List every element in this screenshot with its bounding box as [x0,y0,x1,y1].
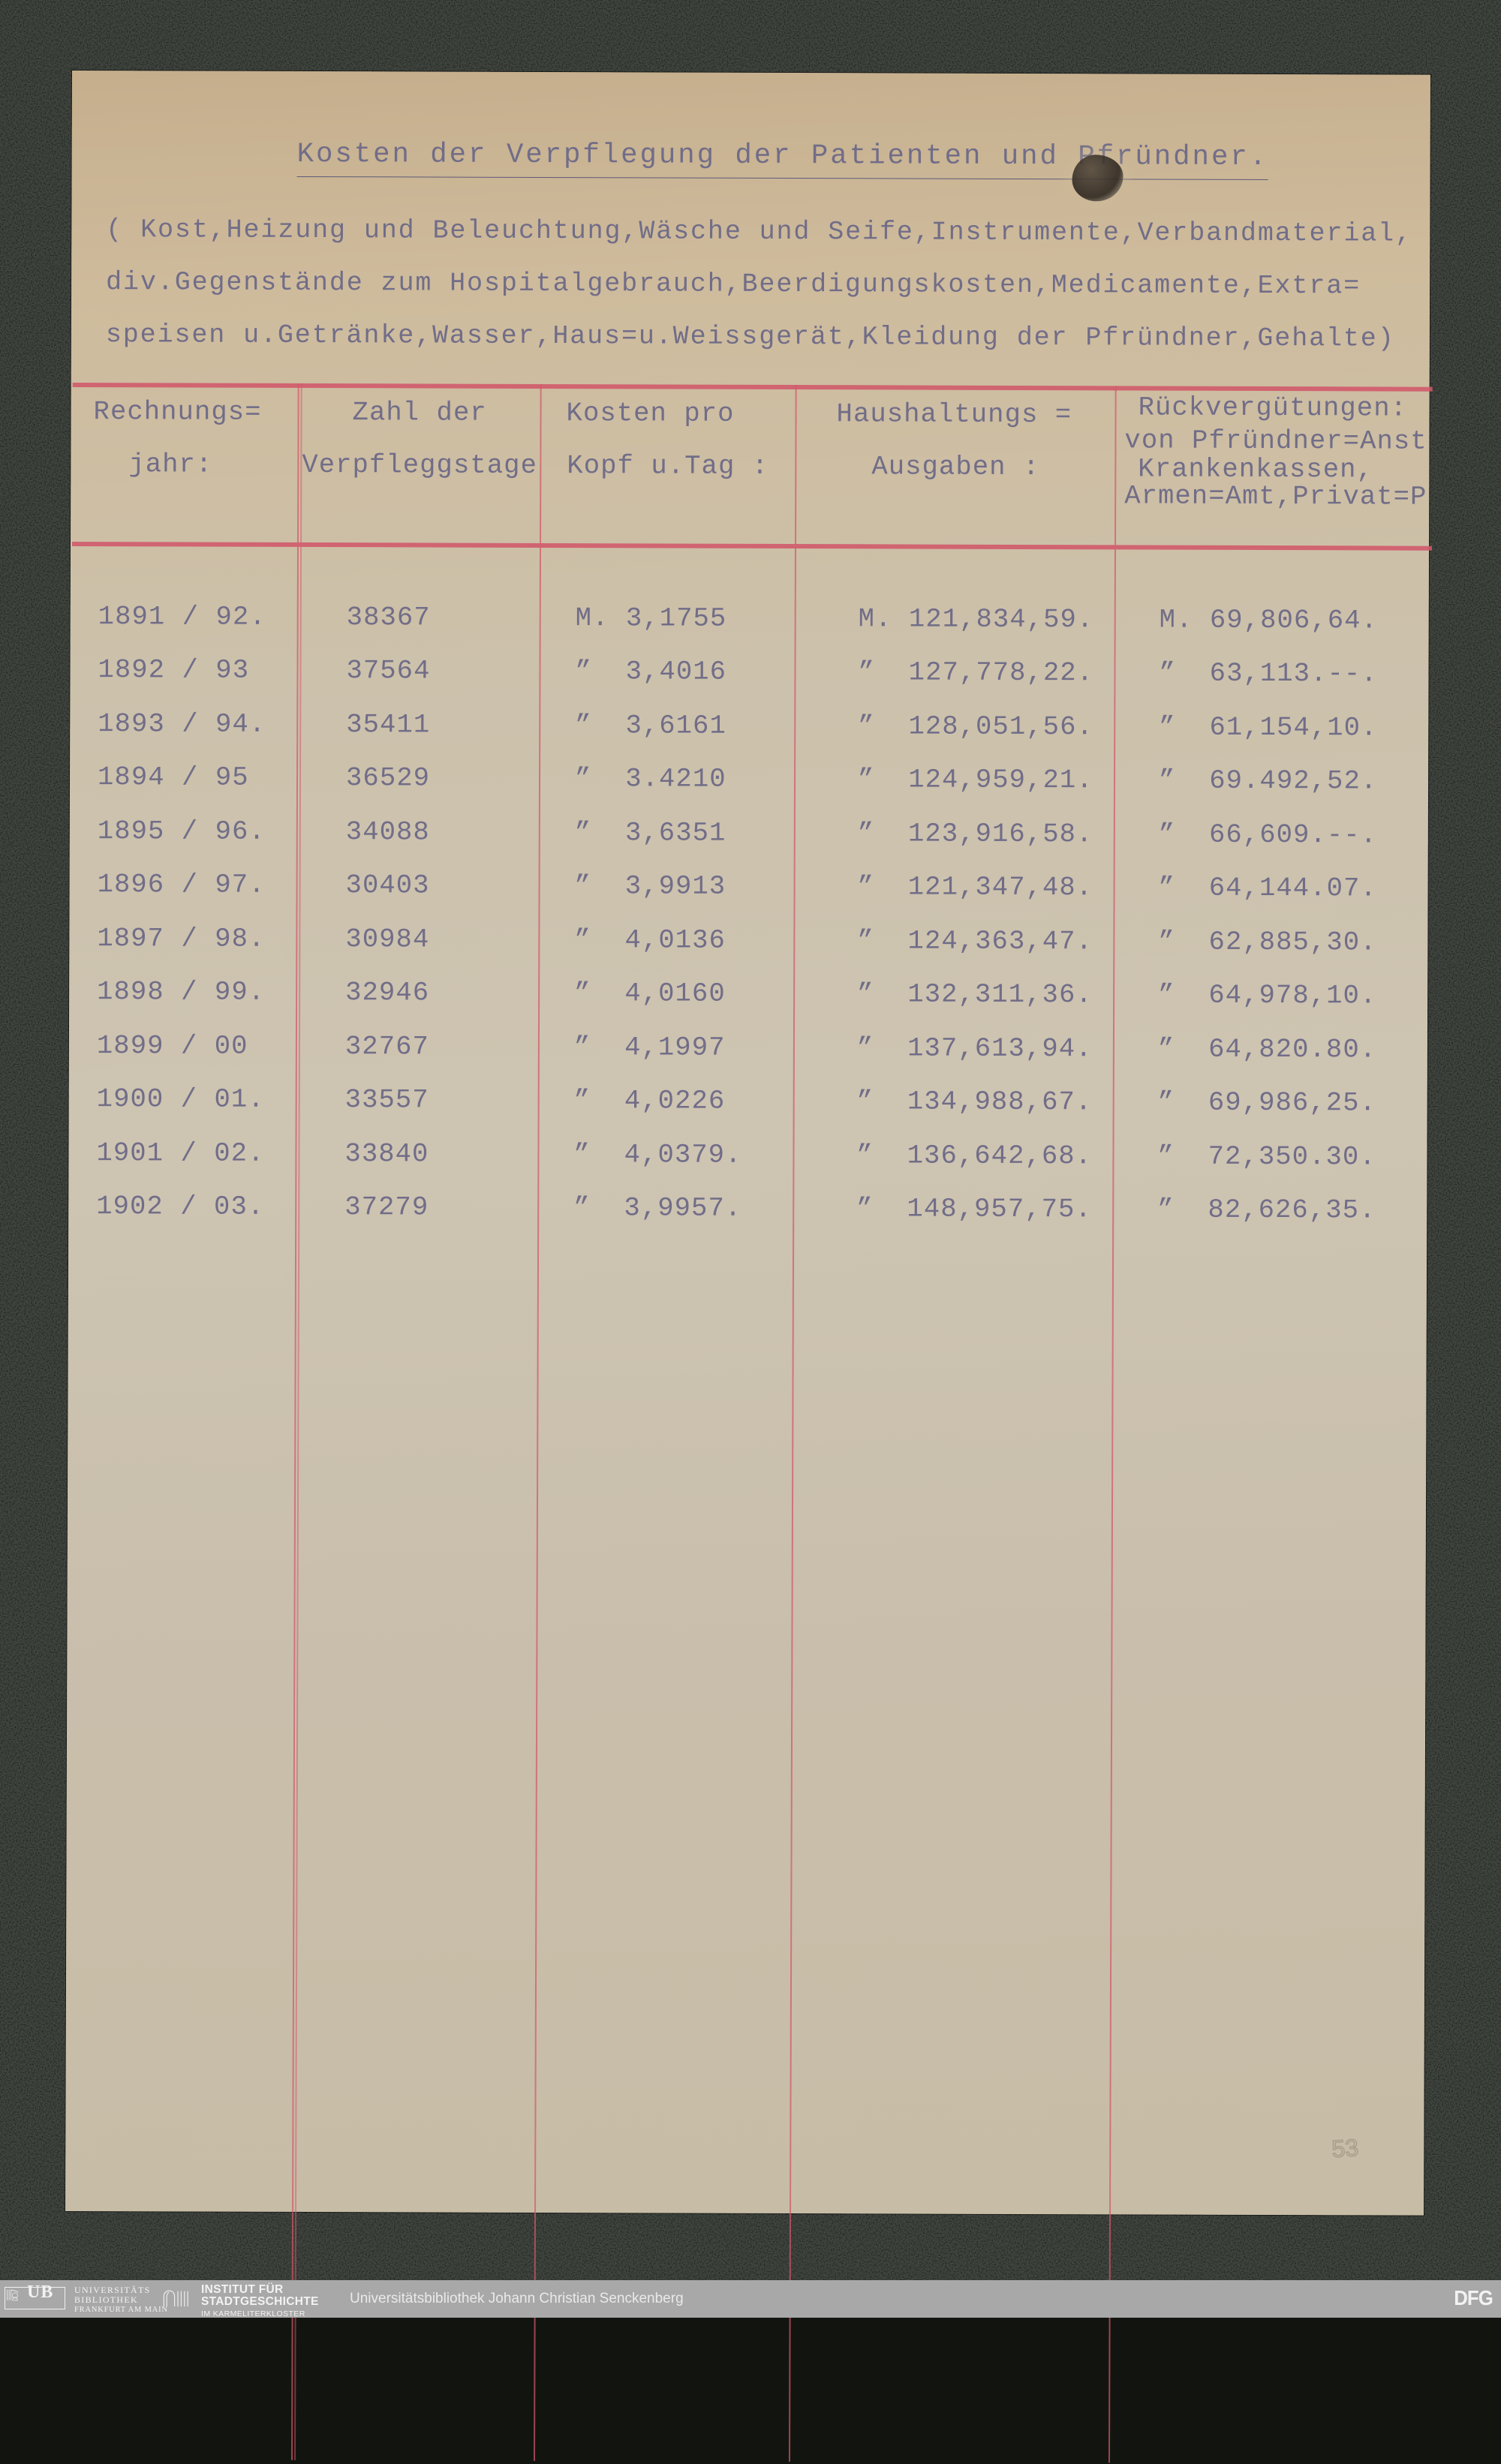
svg-text:53: 53 [1331,2134,1359,2162]
